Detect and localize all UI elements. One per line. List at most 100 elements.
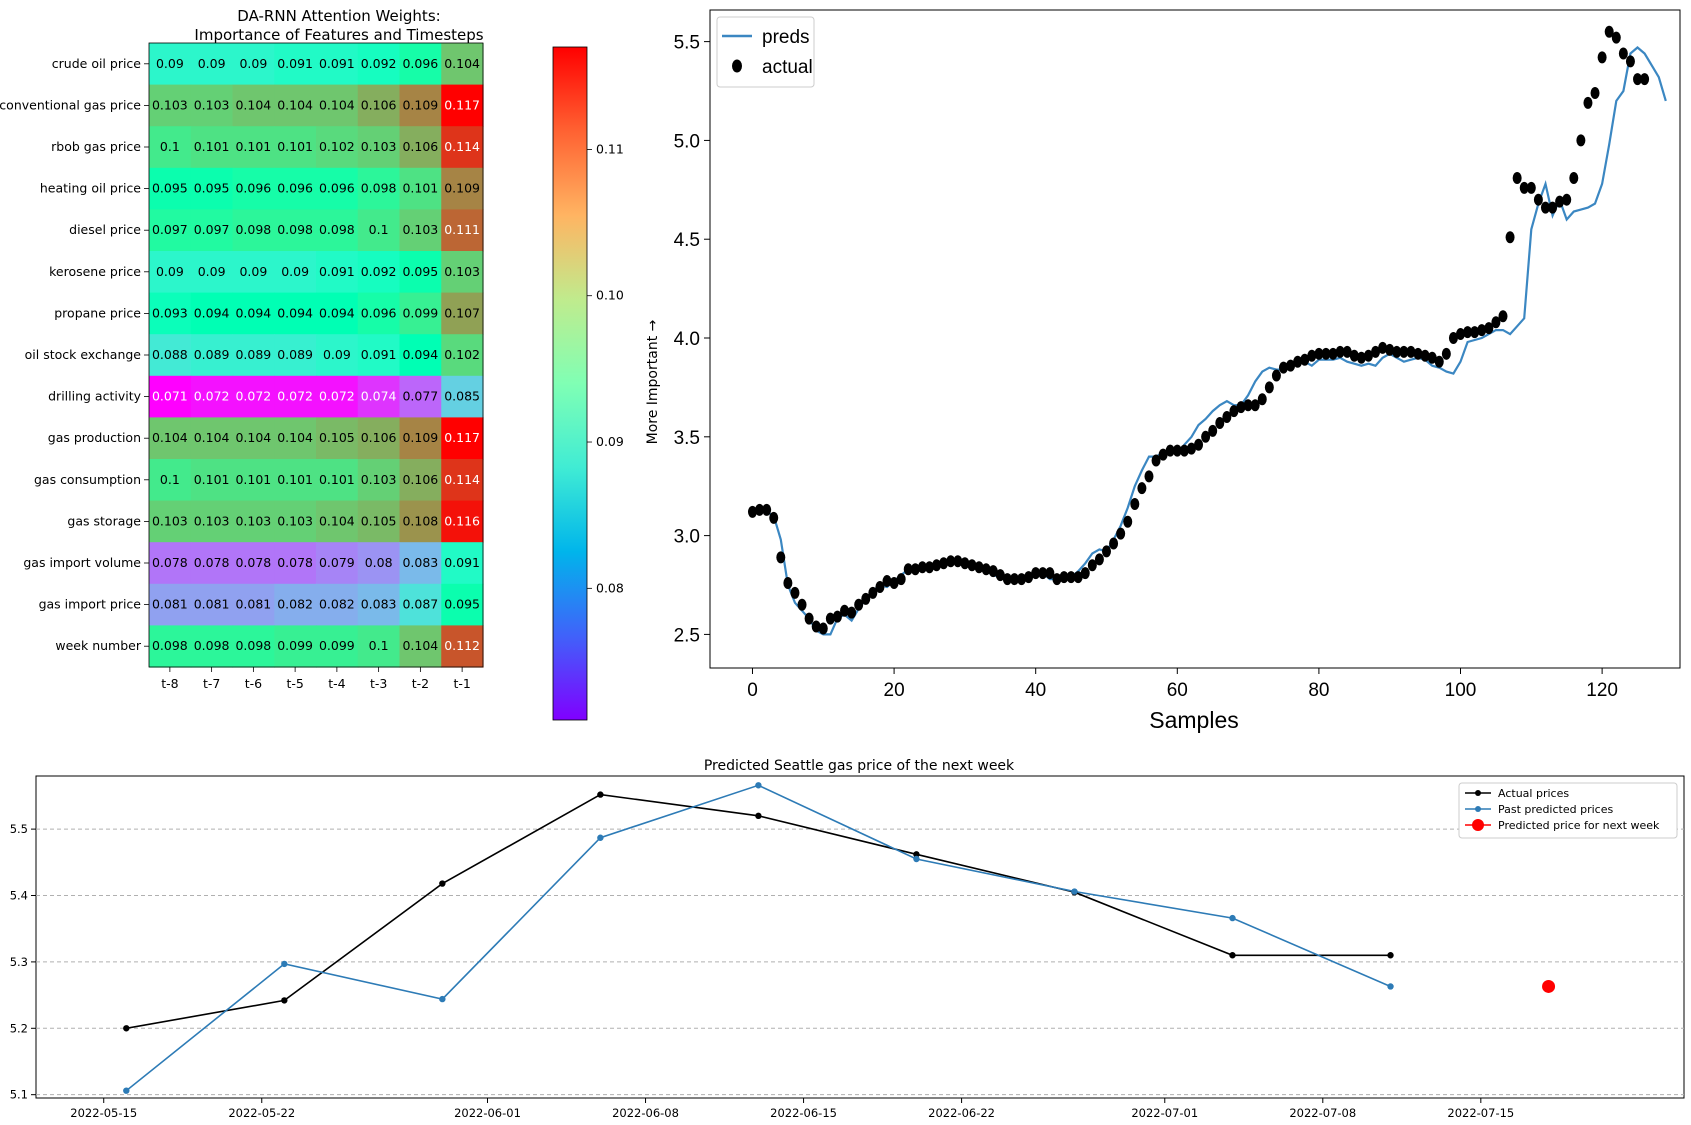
actual-point xyxy=(783,577,793,590)
heatmap-cell xyxy=(190,84,234,127)
actual-point xyxy=(1618,47,1628,60)
heatmap-cell-value: 0.071 xyxy=(152,389,188,404)
heatmap-row-label-diesel-price: diesel price xyxy=(69,222,141,237)
heatmap-cell-value: 0.092 xyxy=(361,56,397,71)
heatmap-cell xyxy=(441,209,484,252)
heatmap-cell xyxy=(149,209,192,252)
heatmap-cell xyxy=(190,500,234,543)
past-predicted-price-point xyxy=(755,782,762,789)
heatmap-column-label-t-4: t-4 xyxy=(328,676,345,691)
heatmap-column-label-t-7: t-7 xyxy=(203,676,220,691)
past-predicted-price-point xyxy=(123,1087,130,1094)
heatmap-cell xyxy=(149,126,192,169)
forecast-x-tick-label: 2022-06-01 xyxy=(454,1106,521,1120)
colorbar-label: More Important → xyxy=(645,319,661,444)
actual-point xyxy=(1448,332,1458,345)
actual-point xyxy=(1017,573,1027,586)
heatmap-cell-value: 0.085 xyxy=(444,389,480,404)
actual-point xyxy=(1151,454,1161,467)
actual-point xyxy=(1250,399,1260,412)
heatmap-cell-value: 0.09 xyxy=(156,56,184,71)
actual-point xyxy=(1328,347,1338,360)
heatmap-cell-value: 0.094 xyxy=(194,305,230,320)
actual-point xyxy=(1540,201,1550,214)
heatmap-row-label-week-number: week number xyxy=(55,638,141,653)
heatmap-cell-value: 0.099 xyxy=(277,638,313,653)
samples-x-tick-label: 60 xyxy=(1167,680,1188,701)
actual-point xyxy=(797,598,807,611)
heatmap-cell-value: 0.112 xyxy=(444,638,480,653)
heatmap-cell xyxy=(316,126,359,169)
actual-point xyxy=(1406,345,1416,358)
actual-point xyxy=(804,612,814,625)
actual-point xyxy=(1342,345,1352,358)
heatmap-cell xyxy=(357,334,401,377)
heatmap-cell-value: 0.109 xyxy=(402,430,438,445)
actual-point xyxy=(1576,134,1586,147)
actual-point xyxy=(1243,399,1253,412)
samples-y-tick-label: 3.5 xyxy=(674,428,700,449)
heatmap-column-label-t-3: t-3 xyxy=(370,676,387,691)
heatmap-cell xyxy=(316,84,359,127)
samples-chart-axes: 0 20 40 60 80 100 120 2.5 3.0 3.5 4.0 4.5 5.0 5.5 xyxy=(674,33,1618,701)
heatmap-cell xyxy=(399,500,442,543)
actual-point xyxy=(988,565,998,578)
actual-point xyxy=(790,586,800,599)
colorbar-tick-label: 0.10 xyxy=(596,288,624,303)
heatmap-cell xyxy=(399,459,442,502)
heatmap-cell xyxy=(149,375,192,418)
samples-x-axis-label: Samples xyxy=(1149,707,1238,733)
heatmap-cell xyxy=(274,542,317,585)
heatmap-cell-value: 0.094 xyxy=(277,305,313,320)
past-predicted-price-point xyxy=(281,960,288,968)
heatmap-cell xyxy=(190,334,234,377)
actual-point xyxy=(1420,349,1430,362)
heatmap-cell xyxy=(399,43,442,86)
heatmap-cell-value: 0.074 xyxy=(361,389,397,404)
legend-past-predicted-label: Past predicted prices xyxy=(1498,803,1613,816)
heatmap-cell xyxy=(149,251,192,294)
heatmap-cell-value: 0.078 xyxy=(194,555,230,570)
heatmap-cell-value: 0.098 xyxy=(319,222,355,237)
heatmap-cell-value: 0.101 xyxy=(194,139,230,154)
actual-point xyxy=(875,580,885,593)
heatmap-cell xyxy=(190,625,234,668)
heatmap-cell-value: 0.094 xyxy=(402,347,438,362)
heatmap-cell xyxy=(316,251,359,294)
heatmap-cell xyxy=(274,334,317,377)
actual-point xyxy=(1101,545,1111,558)
actual-point xyxy=(995,569,1005,582)
actual-point xyxy=(882,575,892,588)
actual-point xyxy=(896,573,906,586)
heatmap-cell xyxy=(441,500,484,543)
heatmap-cell-value: 0.089 xyxy=(235,347,271,362)
heatmap-cell-value: 0.114 xyxy=(444,139,480,154)
heatmap-cell xyxy=(316,375,359,418)
actual-point xyxy=(1144,470,1154,483)
forecast-y-tick-label: 5.5 xyxy=(10,822,28,836)
heatmap-cell-value: 0.09 xyxy=(239,264,267,279)
heatmap-cell-value: 0.072 xyxy=(235,389,271,404)
samples-x-tick-label: 40 xyxy=(1025,680,1046,701)
heatmap-cell-value: 0.072 xyxy=(319,389,355,404)
actual-point xyxy=(1201,430,1211,443)
heatmap-cell-value: 0.081 xyxy=(194,597,230,612)
actual-point xyxy=(1080,567,1090,580)
heatmap-cell xyxy=(232,334,275,377)
actual-point xyxy=(1611,31,1621,44)
samples-x-tick-label: 120 xyxy=(1586,680,1618,701)
actual-point xyxy=(1371,345,1381,358)
actual-point xyxy=(1186,442,1196,455)
heatmap-cell xyxy=(441,583,484,626)
actual-point xyxy=(1533,193,1543,206)
heatmap-cell-value: 0.072 xyxy=(194,389,230,404)
actual-point xyxy=(910,563,920,576)
actual-point xyxy=(1335,345,1345,358)
heatmap-column-label-t-6: t-6 xyxy=(245,676,262,691)
heatmap-cell xyxy=(316,167,359,210)
heatmap-cell-value: 0.101 xyxy=(319,472,355,487)
heatmap-cell xyxy=(316,542,359,585)
next-week-predicted-price-point xyxy=(1542,979,1556,993)
samples-y-tick-label: 4.5 xyxy=(674,230,700,251)
actual-point xyxy=(1625,55,1635,68)
